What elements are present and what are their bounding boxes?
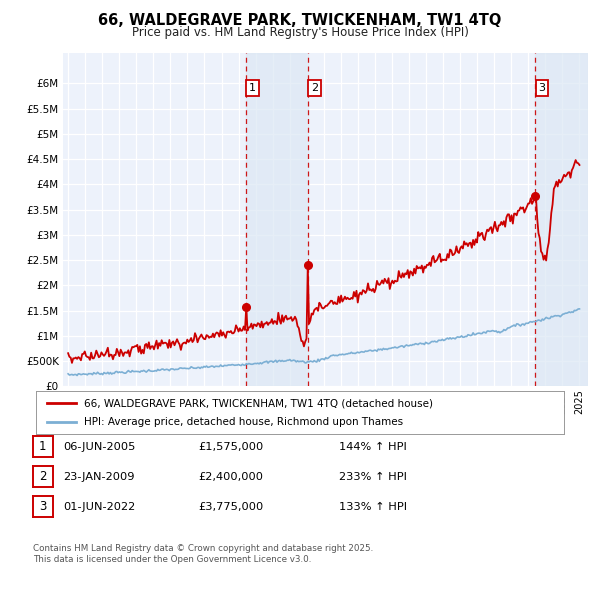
Bar — [535, 53, 588, 386]
Bar — [246, 53, 308, 386]
Text: 1: 1 — [39, 440, 47, 453]
Text: 66, WALDEGRAVE PARK, TWICKENHAM, TW1 4TQ: 66, WALDEGRAVE PARK, TWICKENHAM, TW1 4TQ — [98, 13, 502, 28]
Text: £2,400,000: £2,400,000 — [198, 472, 263, 481]
Text: 3: 3 — [39, 500, 47, 513]
Text: 06-JUN-2005: 06-JUN-2005 — [63, 442, 136, 451]
Text: Price paid vs. HM Land Registry's House Price Index (HPI): Price paid vs. HM Land Registry's House … — [131, 26, 469, 39]
Text: HPI: Average price, detached house, Richmond upon Thames: HPI: Average price, detached house, Rich… — [83, 417, 403, 427]
Text: This data is licensed under the Open Government Licence v3.0.: This data is licensed under the Open Gov… — [33, 555, 311, 563]
Text: 233% ↑ HPI: 233% ↑ HPI — [339, 472, 407, 481]
Text: £1,575,000: £1,575,000 — [198, 442, 263, 451]
Text: £3,775,000: £3,775,000 — [198, 502, 263, 512]
Text: 23-JAN-2009: 23-JAN-2009 — [63, 472, 134, 481]
Text: 144% ↑ HPI: 144% ↑ HPI — [339, 442, 407, 451]
Text: 133% ↑ HPI: 133% ↑ HPI — [339, 502, 407, 512]
Text: 3: 3 — [539, 83, 545, 93]
Text: 66, WALDEGRAVE PARK, TWICKENHAM, TW1 4TQ (detached house): 66, WALDEGRAVE PARK, TWICKENHAM, TW1 4TQ… — [83, 398, 433, 408]
Text: 2: 2 — [39, 470, 47, 483]
Text: 01-JUN-2022: 01-JUN-2022 — [63, 502, 135, 512]
Text: 2: 2 — [311, 83, 318, 93]
Text: Contains HM Land Registry data © Crown copyright and database right 2025.: Contains HM Land Registry data © Crown c… — [33, 544, 373, 553]
Text: 1: 1 — [249, 83, 256, 93]
